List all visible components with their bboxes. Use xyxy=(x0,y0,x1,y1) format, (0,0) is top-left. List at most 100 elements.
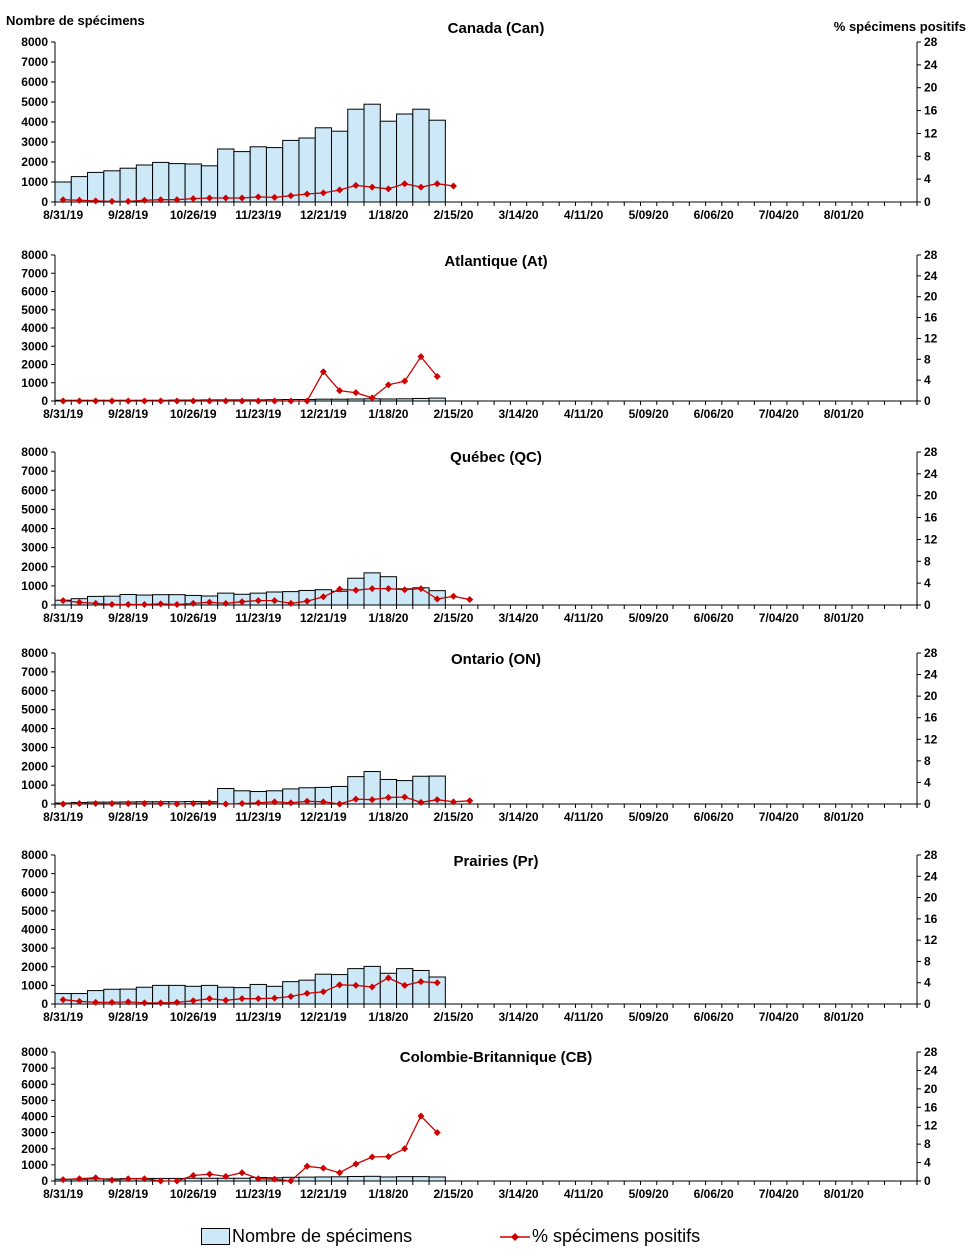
bar xyxy=(363,1175,381,1182)
line-marker xyxy=(222,397,230,405)
x-tick-label: 7/04/20 xyxy=(759,208,799,222)
line-marker xyxy=(271,798,279,806)
line-marker xyxy=(59,800,67,808)
line-marker xyxy=(336,585,344,593)
x-tick-label: 11/23/19 xyxy=(235,611,281,625)
right-tick-label: 16 xyxy=(924,104,938,118)
line-marker xyxy=(384,381,392,389)
line-marker xyxy=(157,799,165,807)
line-marker xyxy=(238,1169,246,1177)
x-tick-label: 5/09/20 xyxy=(629,407,669,421)
x-tick-label: 10/26/19 xyxy=(170,810,217,824)
series-line xyxy=(63,355,438,402)
x-tick-label: 11/23/19 xyxy=(235,208,281,222)
right-tick-label: 28 xyxy=(924,1045,938,1059)
x-tick-label: 6/06/20 xyxy=(694,611,734,625)
left-tick-label: 1000 xyxy=(21,579,48,593)
x-tick-label: 2/15/20 xyxy=(433,1010,473,1024)
chart-title-2: Québec (QC) xyxy=(450,449,542,466)
bar xyxy=(347,398,365,402)
line-marker xyxy=(206,995,214,1003)
line-marker xyxy=(75,196,83,204)
x-tick-label: 11/23/19 xyxy=(235,1187,281,1201)
left-tick-label: 2000 xyxy=(21,1142,48,1156)
line-marker xyxy=(449,592,457,600)
right-tick-label: 4 xyxy=(924,976,931,990)
line-marker xyxy=(238,598,246,606)
left-tick-label: 6000 xyxy=(21,285,48,299)
left-tick-label: 3000 xyxy=(21,1126,48,1140)
line-marker xyxy=(401,793,409,801)
line-marker xyxy=(254,799,262,807)
left-tick-label: 0 xyxy=(41,598,48,612)
left-tick-label: 0 xyxy=(41,797,48,811)
x-tick-label: 2/15/20 xyxy=(433,208,473,222)
left-tick-label: 8000 xyxy=(21,848,48,862)
right-tick-label: 4 xyxy=(924,576,931,590)
right-tick-label: 4 xyxy=(924,373,931,387)
line-marker xyxy=(92,1174,100,1182)
line-marker xyxy=(173,600,181,608)
line-marker xyxy=(384,1153,392,1161)
left-tick-label: 1000 xyxy=(21,978,48,992)
bar xyxy=(428,976,446,1005)
left-tick-label: 2000 xyxy=(21,155,48,169)
left-tick-label: 6000 xyxy=(21,885,48,899)
left-tick-label: 2000 xyxy=(21,560,48,574)
line-marker xyxy=(417,353,425,361)
legend-bar-swatch xyxy=(201,1228,230,1245)
x-tick-label: 7/04/20 xyxy=(759,1010,799,1024)
line-marker xyxy=(238,397,246,405)
left-tick-label: 0 xyxy=(41,997,48,1011)
line-marker xyxy=(466,596,474,604)
bar xyxy=(119,167,137,203)
left-tick-label: 4000 xyxy=(21,923,48,937)
line-marker xyxy=(222,194,230,202)
left-tick-label: 8000 xyxy=(21,646,48,660)
x-tick-label: 8/01/20 xyxy=(824,611,864,625)
line-marker xyxy=(336,800,344,808)
line-marker xyxy=(303,989,311,997)
line-marker xyxy=(319,798,327,806)
line-marker xyxy=(59,597,67,605)
left-tick-label: 4000 xyxy=(21,1110,48,1124)
left-tick-label: 7000 xyxy=(21,55,48,69)
x-tick-label: 3/14/20 xyxy=(499,1010,539,1024)
line-marker xyxy=(157,600,165,608)
x-tick-label: 3/14/20 xyxy=(499,611,539,625)
line-marker xyxy=(108,197,116,205)
line-marker xyxy=(206,598,214,606)
right-tick-label: 8 xyxy=(924,1137,931,1151)
line-marker xyxy=(417,978,425,986)
line-marker xyxy=(287,192,295,200)
line-marker xyxy=(287,799,295,807)
line-marker xyxy=(384,585,392,593)
right-tick-label: 0 xyxy=(924,997,931,1011)
right-tick-label: 28 xyxy=(924,848,938,862)
right-tick-label: 0 xyxy=(924,1174,931,1188)
line-marker xyxy=(222,1172,230,1180)
x-tick-label: 6/06/20 xyxy=(694,208,734,222)
x-tick-label: 7/04/20 xyxy=(759,1187,799,1201)
x-tick-label: 8/31/19 xyxy=(43,208,83,222)
chart-title-5: Colombie-Britannique (CB) xyxy=(400,1049,593,1066)
line-marker xyxy=(75,397,83,405)
right-tick-label: 12 xyxy=(924,331,938,345)
bar xyxy=(428,119,446,203)
left-tick-label: 3000 xyxy=(21,135,48,149)
line-marker xyxy=(449,182,457,190)
right-tick-label: 24 xyxy=(924,668,938,682)
x-tick-label: 4/11/20 xyxy=(564,1010,604,1024)
x-tick-label: 10/26/19 xyxy=(170,1187,217,1201)
right-tick-label: 28 xyxy=(924,445,938,459)
right-tick-label: 16 xyxy=(924,511,938,525)
line-marker xyxy=(271,193,279,201)
line-marker xyxy=(417,585,425,593)
right-tick-label: 4 xyxy=(924,1156,931,1170)
line-marker xyxy=(92,799,100,807)
line-marker xyxy=(287,599,295,607)
bar xyxy=(379,398,398,402)
line-marker xyxy=(108,1176,116,1184)
left-tick-label: 2000 xyxy=(21,759,48,773)
line-marker xyxy=(368,1153,376,1161)
